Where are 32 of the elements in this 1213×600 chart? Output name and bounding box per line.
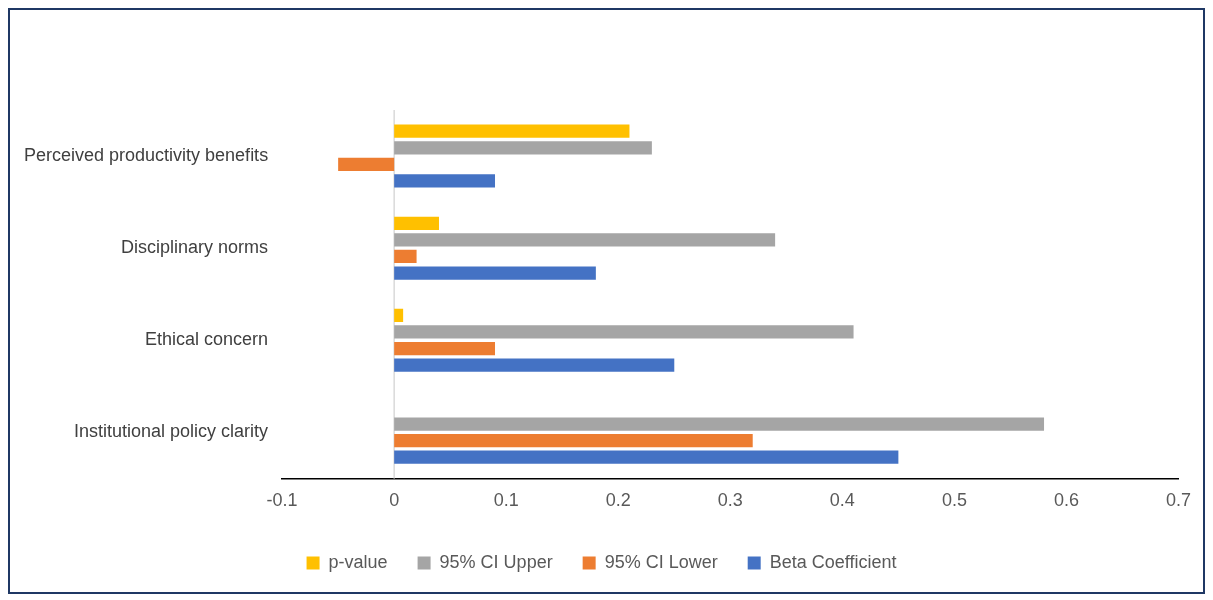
bar xyxy=(394,233,776,247)
y-tick-label: Institutional policy clarity xyxy=(74,421,269,442)
x-tick-label: 0.5 xyxy=(941,490,967,511)
bar xyxy=(394,249,417,264)
x-tick-label: 0.1 xyxy=(493,490,519,511)
legend-label: p-value xyxy=(328,551,388,572)
bar xyxy=(394,308,404,323)
legend-label: 95% CI Upper xyxy=(439,551,553,572)
y-tick-label: Ethical concern xyxy=(145,329,269,350)
bar xyxy=(394,450,899,464)
bar xyxy=(394,434,753,448)
x-tick-label: 0.4 xyxy=(829,490,855,511)
x-tick-label: 0.3 xyxy=(717,490,743,511)
bar xyxy=(394,216,439,230)
bar xyxy=(394,341,496,356)
bar xyxy=(394,325,854,339)
x-tick-label: -0.1 xyxy=(266,490,298,511)
bar xyxy=(394,174,496,188)
x-tick-label: 0.2 xyxy=(605,490,631,511)
legend-label: 95% CI Lower xyxy=(604,551,718,572)
y-tick-label: Perceived productivity benefits xyxy=(24,145,269,166)
bar xyxy=(394,358,675,372)
y-tick-label: Disciplinary norms xyxy=(121,237,269,258)
x-tick-label: 0.7 xyxy=(1165,490,1191,511)
x-tick-label: 0.6 xyxy=(1053,490,1079,511)
bar xyxy=(394,266,596,280)
bar xyxy=(338,157,395,171)
legend-label: Beta Coefficient xyxy=(769,551,897,572)
bar xyxy=(394,417,1045,431)
x-tick-label: 0 xyxy=(389,490,400,511)
bar xyxy=(394,141,652,155)
bar xyxy=(394,124,630,138)
